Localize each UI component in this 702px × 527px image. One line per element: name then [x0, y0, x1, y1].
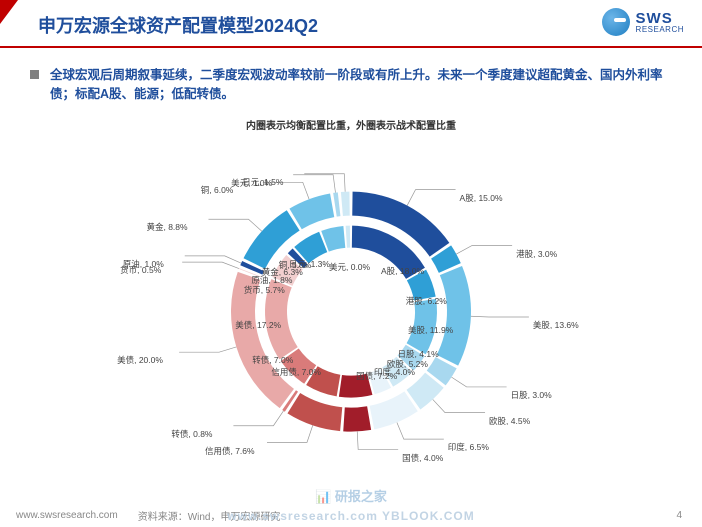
summary-text: 全球宏观后周期叙事延续，二季度宏观波动率较前一阶段或有所上升。未来一个季度建议超…	[50, 68, 663, 101]
outer-label-转债: 转债, 0.8%	[171, 428, 212, 440]
header-notch	[0, 0, 18, 48]
page-number: 4	[676, 510, 682, 521]
outer-slice-信用债	[287, 393, 342, 431]
leader-港股	[456, 245, 512, 254]
outer-label-美股: 美股, 13.6%	[533, 319, 579, 331]
logo-icon	[602, 8, 630, 36]
outer-label-印度: 印度, 6.5%	[448, 441, 489, 453]
donut-svg	[0, 126, 702, 496]
inner-label-港股: 港股, 6.2%	[406, 295, 447, 307]
inner-label-信用债: 信用债, 7.0%	[271, 366, 321, 378]
outer-slice-日元	[341, 191, 350, 215]
sws-logo: SWS RESEARCH	[602, 8, 684, 36]
outer-label-黄金: 黄金, 8.8%	[146, 221, 187, 233]
watermark-url: www.swsresearch.com YBLOOK.COM	[227, 509, 474, 523]
page-title: 申万宏源全球资产配置模型2024Q2	[38, 12, 318, 38]
inner-label-美股: 美股, 11.9%	[408, 324, 453, 336]
leader-印度	[397, 422, 444, 439]
outer-label-日股: 日股, 3.0%	[511, 389, 552, 401]
leader-黄金	[208, 219, 261, 231]
summary-block: 全球宏观后周期叙事延续，二季度宏观波动率较前一阶段或有所上升。未来一个季度建议超…	[0, 48, 702, 109]
leader-货币	[182, 262, 239, 268]
inner-label-A股: A股, 18.0%	[381, 265, 424, 277]
outer-slice-印度	[370, 391, 418, 429]
inner-label-美债: 美债, 17.2%	[235, 319, 281, 331]
leader-日元	[304, 174, 345, 192]
inner-label-转债: 转债, 7.0%	[252, 354, 293, 366]
leader-日股	[452, 377, 507, 387]
outer-label-港股: 港股, 3.0%	[516, 248, 557, 260]
header-bar: 申万宏源全球资产配置模型2024Q2 SWS RESEARCH	[0, 0, 702, 48]
leader-美股	[471, 316, 529, 317]
inner-slice-日元	[346, 225, 351, 247]
leader-美元	[293, 175, 335, 193]
outer-slice-美元	[333, 192, 340, 216]
logo-text-bottom: RESEARCH	[636, 26, 684, 34]
outer-label-美债: 美债, 20.0%	[117, 354, 163, 366]
inner-label-美元: 美元, 0.0%	[329, 261, 370, 273]
leader-A股	[407, 189, 455, 205]
leader-欧股	[433, 399, 485, 412]
outer-slice-美股	[437, 266, 471, 366]
outer-label-欧股: 欧股, 4.5%	[489, 415, 530, 427]
outer-label-国债: 国债, 4.0%	[402, 452, 443, 464]
outer-slice-国债	[343, 406, 371, 431]
inner-label-日元: 日元, 1.3%	[289, 258, 330, 270]
bullet-icon	[30, 70, 39, 79]
leader-国债	[357, 431, 398, 449]
logo-text-top: SWS	[636, 11, 684, 26]
outer-label-原油: 原油, 1.0%	[123, 258, 164, 270]
inner-label-国债: 国债, 7.2%	[356, 370, 397, 382]
outer-label-日元: 日元, 1.5%	[242, 176, 283, 188]
outer-label-铜: 铜, 6.0%	[201, 184, 234, 196]
footer-bar: www.swsresearch.com 资料来源：Wind，申万宏源研究 www…	[0, 503, 702, 527]
outer-label-A股: A股, 15.0%	[460, 192, 503, 204]
footer-site: www.swsresearch.com	[16, 510, 118, 521]
outer-label-信用债: 信用债, 7.6%	[205, 445, 255, 457]
leader-美债	[179, 347, 236, 352]
donut-chart: A股, 18.0%港股, 6.2%美股, 11.9%日股, 4.1%欧股, 5.…	[0, 134, 702, 504]
leader-信用债	[267, 425, 313, 442]
outer-slice-铜	[289, 193, 334, 229]
leader-转债	[233, 411, 283, 426]
